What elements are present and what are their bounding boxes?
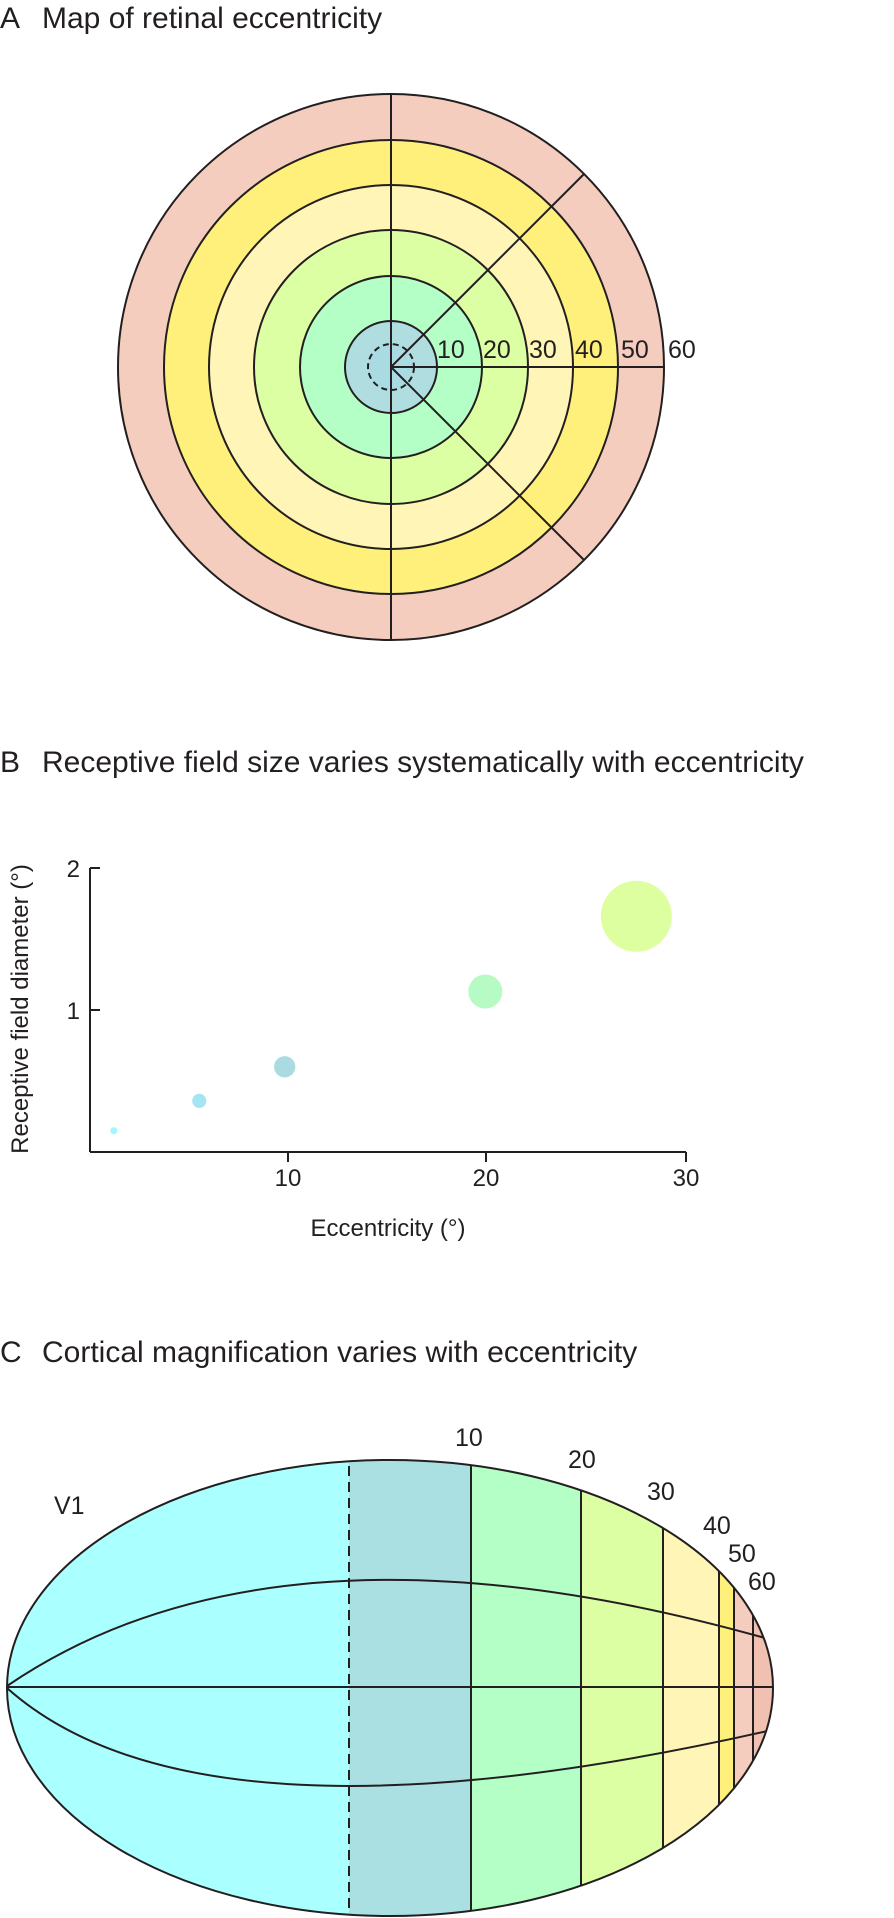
lower-meridian-curve xyxy=(7,1687,773,1787)
scatter-points xyxy=(110,880,672,1135)
panel-b-title: Receptive field size varies systematical… xyxy=(42,746,804,779)
ring-label-20: 20 xyxy=(483,336,511,364)
y-tick-label-2: 2 xyxy=(67,856,80,883)
panel-c-letter: C xyxy=(0,1336,22,1369)
band-0-10 xyxy=(349,1460,471,1916)
scatter-point-5 xyxy=(600,880,672,952)
scatter-point-2 xyxy=(192,1093,207,1108)
panel-c: C Cortical magnification varies with ecc… xyxy=(0,1336,776,1917)
band-label-10: 10 xyxy=(455,1424,483,1452)
panel-a-letter: A xyxy=(0,2,20,35)
upper-meridian-curve xyxy=(7,1578,773,1687)
v1-outline xyxy=(6,1459,774,1917)
band-label-30: 30 xyxy=(647,1478,675,1506)
retinal-eccentricity-map: 10 20 30 40 50 60 xyxy=(117,93,696,641)
band-10-20 xyxy=(471,1460,581,1916)
v1-cortical-map: V1 10 20 30 40 50 60 xyxy=(6,1424,776,1917)
band-60-plus xyxy=(753,1460,773,1916)
ring-label-30: 30 xyxy=(529,336,557,364)
band-label-40: 40 xyxy=(703,1512,731,1540)
band-fovea xyxy=(7,1460,349,1916)
receptive-field-chart: 10 20 30 1 2 Eccentricity (°) Receptive … xyxy=(7,856,699,1242)
band-labels: 10 20 30 40 50 60 xyxy=(455,1424,776,1596)
ring-labels: 10 20 30 40 50 60 xyxy=(437,336,696,364)
scatter-point-3 xyxy=(274,1056,296,1078)
y-axis-label: Receptive field diameter (°) xyxy=(7,864,34,1154)
x-tick-label-20: 20 xyxy=(473,1165,500,1192)
panel-a: A Map of retinal eccentricity 10 20 30 4… xyxy=(0,2,696,641)
band-label-50: 50 xyxy=(728,1540,756,1568)
panel-b-letter: B xyxy=(0,746,20,779)
band-label-20: 20 xyxy=(568,1446,596,1474)
x-tick-label-10: 10 xyxy=(275,1165,302,1192)
x-axis-label: Eccentricity (°) xyxy=(311,1215,466,1242)
ring-label-40: 40 xyxy=(575,336,603,364)
ring-label-60: 60 xyxy=(668,336,696,364)
scatter-point-4 xyxy=(468,974,503,1009)
ring-label-50: 50 xyxy=(621,336,649,364)
panel-c-title: Cortical magnification varies with eccen… xyxy=(42,1336,637,1369)
lower-oblique-meridian xyxy=(390,366,585,561)
scatter-point-1 xyxy=(110,1127,118,1135)
band-label-60: 60 xyxy=(748,1568,776,1596)
x-tick-label-30: 30 xyxy=(673,1165,700,1192)
y-tick-label-1: 1 xyxy=(67,998,80,1025)
v1-label: V1 xyxy=(54,1492,85,1520)
band-50-60 xyxy=(734,1460,753,1916)
panel-b: B Receptive field size varies systematic… xyxy=(0,746,804,1242)
upper-oblique-meridian xyxy=(390,173,585,368)
panel-a-title: Map of retinal eccentricity xyxy=(42,2,382,35)
ring-label-10: 10 xyxy=(437,336,465,364)
